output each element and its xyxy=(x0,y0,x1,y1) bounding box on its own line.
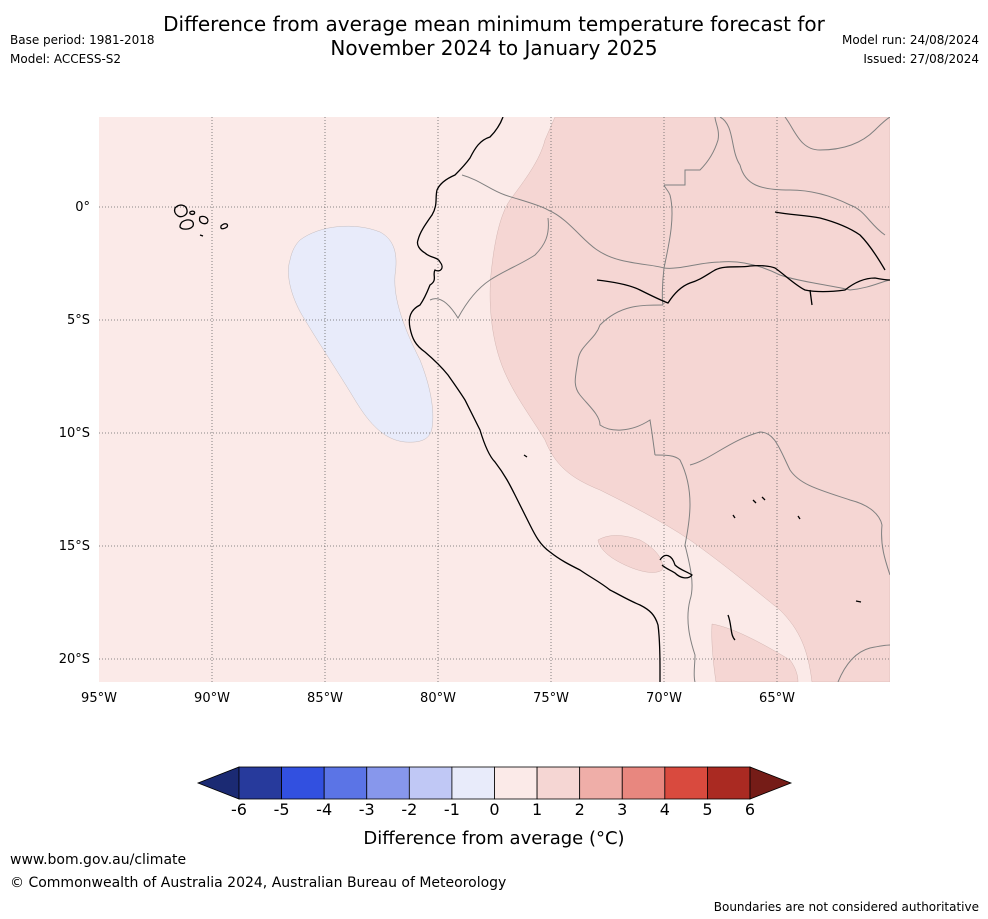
latitude-label: 0° xyxy=(75,200,90,215)
colorbar-tick: -5 xyxy=(273,800,290,819)
colorbar-segment xyxy=(451,766,495,800)
colorbar-tick: 1 xyxy=(531,800,543,819)
colorbar-segment xyxy=(366,766,410,800)
latitude-label: 15°S xyxy=(59,539,90,554)
longitude-label: 75°W xyxy=(533,691,569,706)
graticule xyxy=(99,117,890,682)
colorbar-segment xyxy=(536,766,581,800)
model-name: Model: ACCESS-S2 xyxy=(10,52,122,66)
anomaly-region-1-to-2 xyxy=(489,117,890,682)
copyright-notice: © Commonwealth of Australia 2024, Austra… xyxy=(10,875,507,891)
colorbar-extend-high xyxy=(749,766,793,800)
longitude-label: 90°W xyxy=(194,691,230,706)
colorbar-tick: -4 xyxy=(316,800,333,819)
longitude-label: 80°W xyxy=(420,691,456,706)
longitude-label: 65°W xyxy=(759,691,795,706)
colorbar-tick: 0 xyxy=(489,800,500,819)
coastline xyxy=(173,117,890,682)
colorbar-segment xyxy=(494,766,538,800)
colorbar-tick: 5 xyxy=(702,800,713,819)
longitude-label: 85°W xyxy=(307,691,343,706)
latitude-label: 10°S xyxy=(59,426,90,441)
colorbar-tick: -1 xyxy=(443,800,460,819)
colorbar-tick: 6 xyxy=(744,800,756,819)
colorbar-tick: 4 xyxy=(659,800,670,819)
colorbar-extend-low xyxy=(196,766,240,800)
colorbar-segment xyxy=(323,766,368,800)
colorbar-tick: 2 xyxy=(574,800,585,819)
base-period: Base period: 1981-2018 xyxy=(10,33,155,47)
colorbar-label: Difference from average (°C) xyxy=(363,828,625,849)
title-line-1: Difference from average mean minimum tem… xyxy=(163,12,825,36)
website-link[interactable]: www.bom.gov.au/climate xyxy=(10,852,187,868)
colorbar-tick: -3 xyxy=(358,800,375,819)
colorbar-segment xyxy=(281,766,325,800)
boundary-disclaimer: Boundaries are not considered authoritat… xyxy=(713,900,979,914)
colorbar-tick: 3 xyxy=(617,800,628,819)
colorbar-segment xyxy=(238,766,282,800)
anomaly-region-minus-1-to-0 xyxy=(288,225,434,443)
map-title: Difference from average mean minimum tem… xyxy=(0,12,988,60)
axis-labels: 0° 5°S 10°S 15°S 20°S 95°W 90°W 85°W 80°W 75°W 70°… xyxy=(59,200,795,706)
colorbar-segment xyxy=(621,766,666,800)
longitude-label: 70°W xyxy=(646,691,682,706)
colorbar-segment xyxy=(664,766,708,800)
country-borders xyxy=(429,117,890,682)
colorbar-tick: -2 xyxy=(401,800,418,819)
latitude-label: 20°S xyxy=(59,652,90,667)
colorbar-tick: -6 xyxy=(231,800,247,819)
longitude-label: 95°W xyxy=(81,691,117,706)
colorbar-segment xyxy=(408,766,453,800)
issued-date: Issued: 27/08/2024 xyxy=(863,52,979,66)
colorbar-segment xyxy=(707,766,751,800)
title-line-2: November 2024 to January 2025 xyxy=(330,36,658,60)
colorbar xyxy=(196,766,793,800)
model-run-date: Model run: 24/08/2024 xyxy=(841,33,979,47)
colorbar-segment xyxy=(579,766,623,800)
latitude-label: 5°S xyxy=(67,313,90,328)
anomaly-region-1-to-2-coastal xyxy=(597,535,663,573)
